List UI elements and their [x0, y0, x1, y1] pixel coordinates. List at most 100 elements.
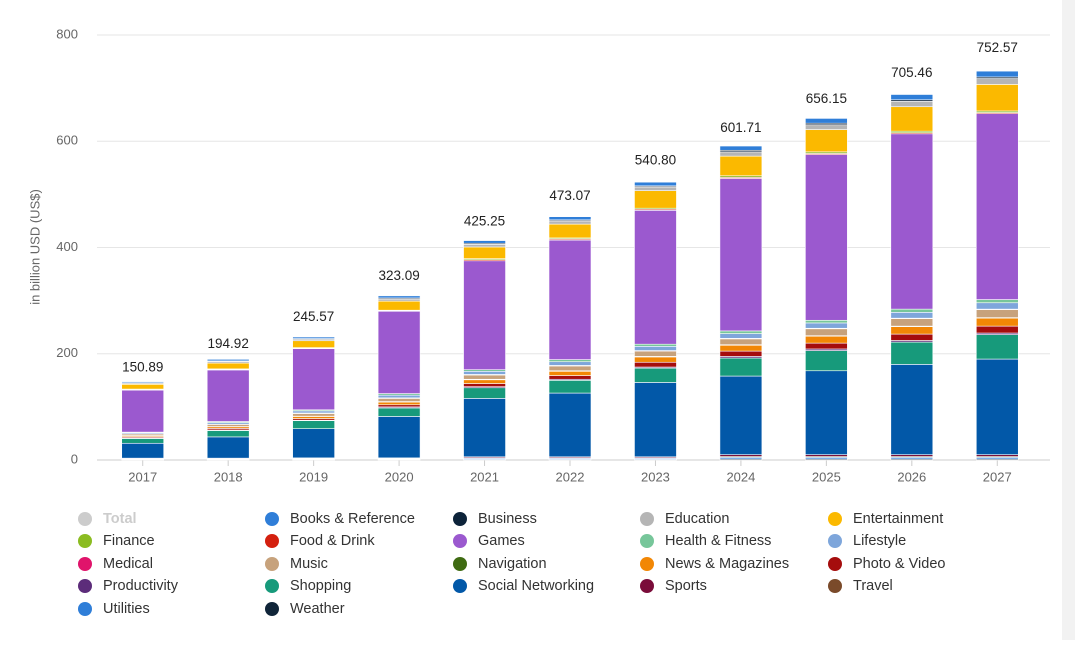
bar-segment	[378, 398, 420, 401]
legend-label[interactable]: Books & Reference	[290, 511, 415, 527]
bar-segment	[805, 130, 847, 152]
legend-label[interactable]: Productivity	[103, 578, 179, 594]
bar-segment	[378, 395, 420, 398]
legend-marker[interactable]	[828, 534, 842, 548]
legend-label[interactable]: Music	[290, 556, 328, 572]
bar-segment	[891, 312, 933, 318]
legend-label[interactable]: Photo & Video	[853, 556, 945, 572]
legend-label[interactable]: Total	[103, 511, 137, 527]
bar-segment	[378, 296, 420, 298]
legend-label[interactable]: Entertainment	[853, 511, 943, 527]
bar-segment	[720, 152, 762, 156]
bar-segment	[207, 363, 249, 369]
bar-segment	[549, 393, 591, 457]
bar-segment	[805, 155, 847, 321]
legend-marker[interactable]	[78, 534, 92, 548]
legend-marker[interactable]	[453, 557, 467, 571]
legend-marker[interactable]	[265, 512, 279, 526]
y-tick-label: 0	[71, 451, 78, 466]
legend-label[interactable]: Business	[478, 511, 537, 527]
legend-label[interactable]: Sports	[665, 578, 707, 594]
bar-segment	[464, 398, 506, 456]
legend-marker[interactable]	[78, 579, 92, 593]
legend-marker[interactable]	[265, 534, 279, 548]
legend-label[interactable]: Lifestyle	[853, 533, 906, 549]
total-label: 752.57	[977, 40, 1018, 55]
legend-label[interactable]: Utilities	[103, 601, 150, 617]
legend-marker[interactable]	[453, 534, 467, 548]
bar-segment	[549, 224, 591, 238]
bar-segment	[293, 349, 335, 410]
legend-label[interactable]: Social Networking	[478, 578, 594, 594]
bar-segment	[720, 351, 762, 356]
legend-marker[interactable]	[640, 534, 654, 548]
total-label: 601.71	[720, 120, 761, 135]
legend-marker[interactable]	[78, 557, 92, 571]
legend-marker[interactable]	[453, 579, 467, 593]
bar-segment	[293, 416, 335, 418]
legend-label[interactable]: Weather	[290, 601, 345, 617]
legend-label[interactable]: Finance	[103, 533, 155, 549]
bar-segment	[549, 240, 591, 360]
bar-segment	[634, 210, 676, 344]
bar-segment	[549, 371, 591, 375]
legend-label[interactable]: Food & Drink	[290, 533, 375, 549]
legend-marker[interactable]	[640, 512, 654, 526]
x-tick-label: 2019	[299, 469, 328, 484]
bar-segment	[805, 371, 847, 455]
bar-segment	[464, 388, 506, 399]
x-tick-label: 2018	[214, 469, 243, 484]
legend-marker[interactable]	[78, 512, 92, 526]
bar-segment	[976, 326, 1018, 333]
bar-segment	[378, 408, 420, 417]
bar-segment	[378, 299, 420, 301]
legend-label[interactable]: Education	[665, 511, 730, 527]
legend-marker[interactable]	[78, 602, 92, 616]
bar-segment	[549, 217, 591, 220]
legend-label[interactable]: Travel	[853, 578, 893, 594]
x-tick-label: 2023	[641, 469, 670, 484]
bar-segment	[207, 370, 249, 422]
bar-segment	[207, 437, 249, 458]
legend-marker[interactable]	[828, 579, 842, 593]
bar-segment	[891, 319, 933, 326]
bar-segment	[891, 107, 933, 131]
total-label: 705.46	[891, 65, 932, 80]
total-label: 473.07	[549, 188, 590, 203]
bar-segment	[634, 368, 676, 382]
bar-segment	[464, 244, 506, 247]
legend-marker[interactable]	[828, 512, 842, 526]
legend-marker[interactable]	[265, 557, 279, 571]
bar-segment	[378, 311, 420, 393]
bar-segment	[720, 156, 762, 176]
bar-segment	[891, 342, 933, 364]
legend-marker[interactable]	[453, 512, 467, 526]
legend-marker[interactable]	[828, 557, 842, 571]
bar-segment	[122, 443, 164, 458]
bar-segment	[378, 416, 420, 457]
bar-segment	[720, 178, 762, 330]
bar-segment	[207, 424, 249, 426]
legend-label[interactable]: Health & Fitness	[665, 533, 771, 549]
legend-label[interactable]: Navigation	[478, 556, 547, 572]
legend-label[interactable]: News & Magazines	[665, 556, 789, 572]
bar-segment	[805, 336, 847, 343]
bar-segment	[805, 125, 847, 130]
bar-segment	[976, 114, 1018, 300]
bar-segment	[549, 360, 591, 362]
bar-segment	[720, 331, 762, 334]
legend-marker[interactable]	[640, 579, 654, 593]
legend-label[interactable]: Games	[478, 533, 525, 549]
legend-label[interactable]: Shopping	[290, 578, 351, 594]
bar-segment	[122, 382, 164, 383]
bar-segment	[464, 380, 506, 384]
y-tick-label: 200	[56, 345, 78, 360]
legend-marker[interactable]	[265, 602, 279, 616]
bar-segment	[634, 362, 676, 367]
bar-segment	[720, 376, 762, 455]
legend-marker[interactable]	[265, 579, 279, 593]
legend-marker[interactable]	[640, 557, 654, 571]
legend-label[interactable]: Medical	[103, 556, 153, 572]
total-label: 245.57	[293, 309, 334, 324]
bar-segment	[891, 364, 933, 454]
